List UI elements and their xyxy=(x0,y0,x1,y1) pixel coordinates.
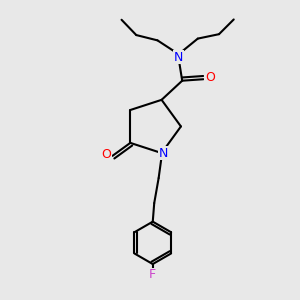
Text: N: N xyxy=(158,146,168,160)
Text: F: F xyxy=(149,268,156,281)
Text: O: O xyxy=(205,71,215,84)
Text: O: O xyxy=(101,148,111,161)
Text: N: N xyxy=(174,51,183,64)
